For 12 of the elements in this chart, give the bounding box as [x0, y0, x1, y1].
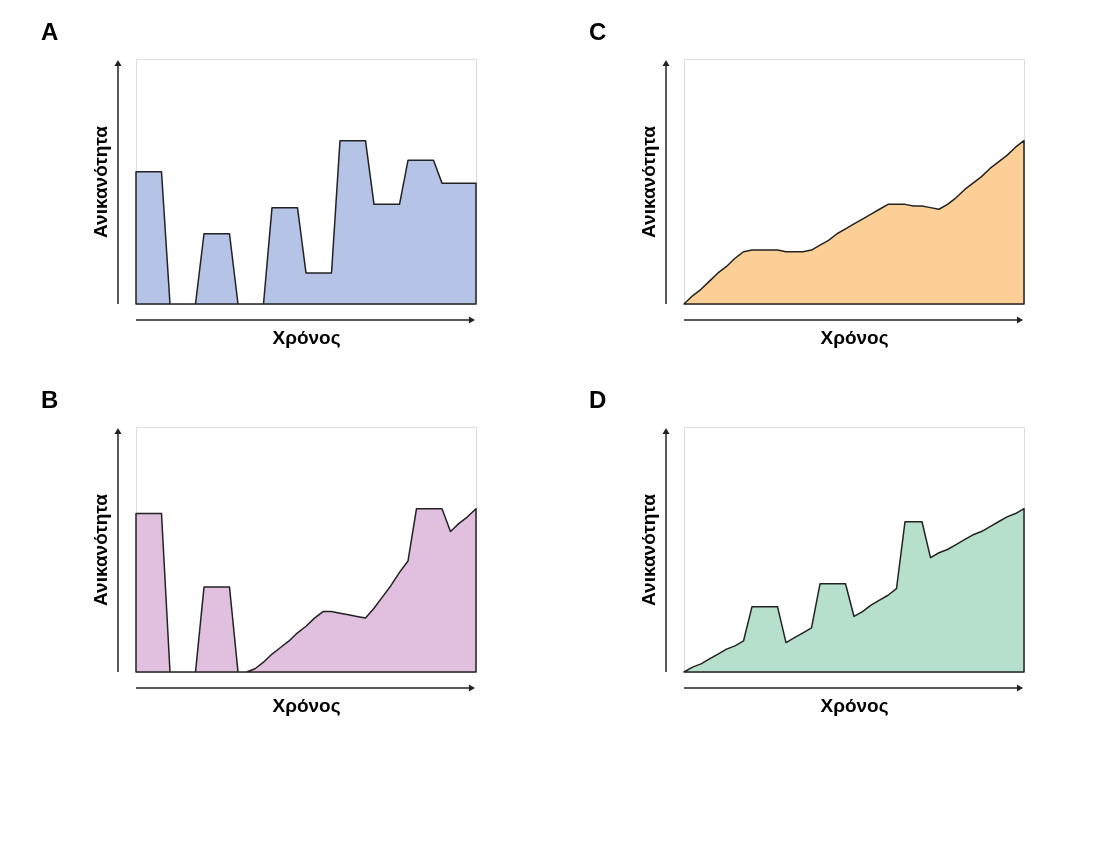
chart-title: D — [589, 386, 607, 413]
y-axis-title: Ανικανότητα — [637, 125, 659, 238]
chart-title: C — [589, 18, 607, 45]
chart-title: B — [41, 386, 59, 413]
y-axis-title: Ανικανότητα — [89, 493, 111, 606]
y-axis-title: Ανικανότητα — [89, 125, 111, 238]
chart-title: A — [41, 18, 59, 45]
x-axis-title: Χρόνος — [272, 694, 341, 716]
x-axis-title: Χρόνος — [820, 694, 889, 716]
y-axis-title: Ανικανότητα — [637, 493, 659, 606]
x-axis-title: Χρόνος — [272, 326, 341, 348]
x-axis-title: Χρόνος — [820, 326, 889, 348]
